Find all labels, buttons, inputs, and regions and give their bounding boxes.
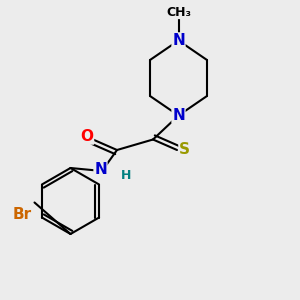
Text: N: N	[94, 162, 107, 177]
Text: N: N	[172, 108, 185, 123]
Text: CH₃: CH₃	[166, 5, 191, 19]
Text: H: H	[121, 169, 131, 182]
Text: N: N	[172, 33, 185, 48]
Text: Br: Br	[13, 207, 32, 222]
Text: S: S	[179, 142, 190, 158]
Text: O: O	[80, 129, 94, 144]
